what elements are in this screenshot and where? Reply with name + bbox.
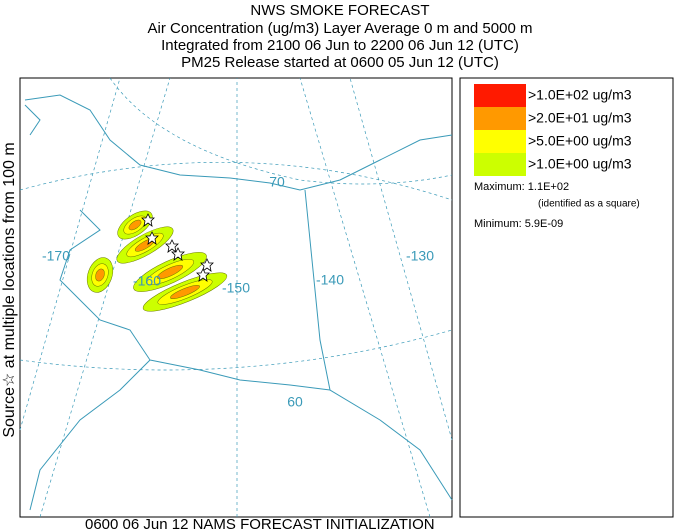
map-panel: -170 -160 -150 -140 -130 70 60 [19,77,453,518]
minimum: Minimum: 5.9E-09 [474,218,563,230]
meridian [349,77,453,441]
graticule-label: -140 [316,272,344,288]
maximum: Maximum: 1.1E+02 [474,181,569,193]
legend-label: >2.0E+01 ug/m3 [528,110,632,126]
plume [156,264,184,280]
source-star [196,268,210,282]
legend-swatch [474,153,526,176]
legend-panel: Maximum: 1.1E+02 (identified as a square… [459,77,674,518]
border [304,189,453,501]
subtitle: PM25 Release started at 0600 05 Jun 12 (… [181,54,499,71]
meridian [39,77,171,518]
map-frame [19,77,453,518]
side-label: Source☆ at multiple locations from 100 m [1,142,18,437]
coastline [24,104,41,136]
parallel [19,329,453,371]
subtitle: Integrated from 2100 06 Jun to 2200 06 J… [161,37,519,54]
legend-swatch [474,130,526,153]
coastline [29,209,331,511]
parallel [109,77,453,185]
source-star [171,247,185,261]
source-star [141,213,155,227]
legend-label: >1.0E+00 ug/m3 [528,156,632,172]
graticule [19,77,453,518]
plumes [86,210,228,312]
legend-swatch [474,84,526,107]
plume [128,219,142,231]
meridian [19,77,121,431]
meridian [299,77,431,518]
graticule-label: -130 [406,248,434,264]
legend-label: >1.0E+02 ug/m3 [528,87,632,103]
graticule-label: 60 [287,394,303,410]
plume [170,285,200,299]
graticule-label: -150 [222,280,250,296]
legend-label: >5.0E+00 ug/m3 [528,133,632,149]
plume [95,268,105,282]
source-star [200,258,214,272]
footer: 0600 06 Jun 12 NAMS FORECAST INITIALIZAT… [85,516,435,532]
source-star [145,231,159,245]
title: NWS SMOKE FORECAST [250,2,429,19]
coastline [24,94,453,191]
source-star [165,239,179,253]
graticule-label: -160 [133,273,161,289]
maximum-note: (identified as a square) [538,199,640,210]
graticule-label: 70 [269,174,285,190]
parallel [19,161,453,201]
legend-swatch [474,107,526,130]
graticule-label: -170 [42,248,70,264]
subtitle: Air Concentration (ug/m3) Layer Average … [148,20,533,37]
